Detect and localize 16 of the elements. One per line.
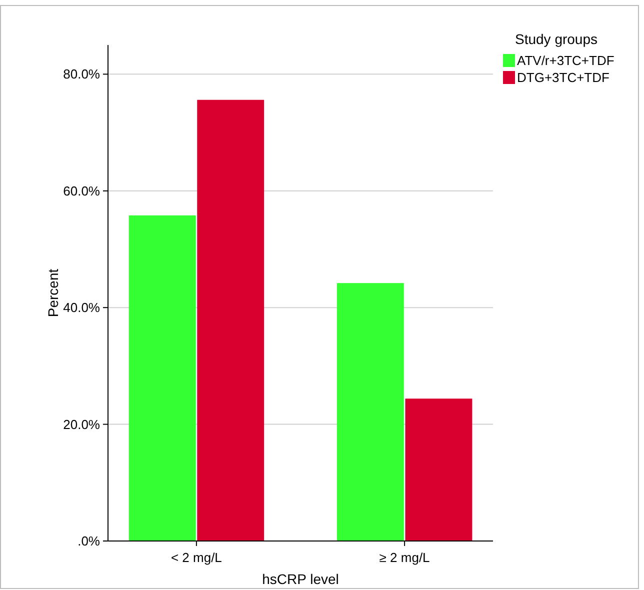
y-tick-label: 40.0% xyxy=(63,300,100,316)
legend-label: ATV/r+3TC+TDF xyxy=(517,53,614,68)
legend-title: Study groups xyxy=(515,31,598,47)
y-tick-label: 20.0% xyxy=(63,416,100,432)
bar xyxy=(336,283,404,541)
y-tick-label: 80.0% xyxy=(63,66,100,82)
y-axis-title: Percent xyxy=(45,268,61,318)
bar xyxy=(128,215,196,541)
x-tick-label: < 2 mg/L xyxy=(170,550,222,565)
x-tick-label: ≥ 2 mg/L xyxy=(379,550,430,565)
legend-label: DTG+3TC+TDF xyxy=(517,70,610,85)
bar xyxy=(197,100,264,541)
y-tick-label: .0% xyxy=(78,534,100,549)
bar xyxy=(405,398,472,541)
x-axis-title: hsCRP level xyxy=(262,571,339,587)
y-tick-label: 60.0% xyxy=(63,183,100,198)
